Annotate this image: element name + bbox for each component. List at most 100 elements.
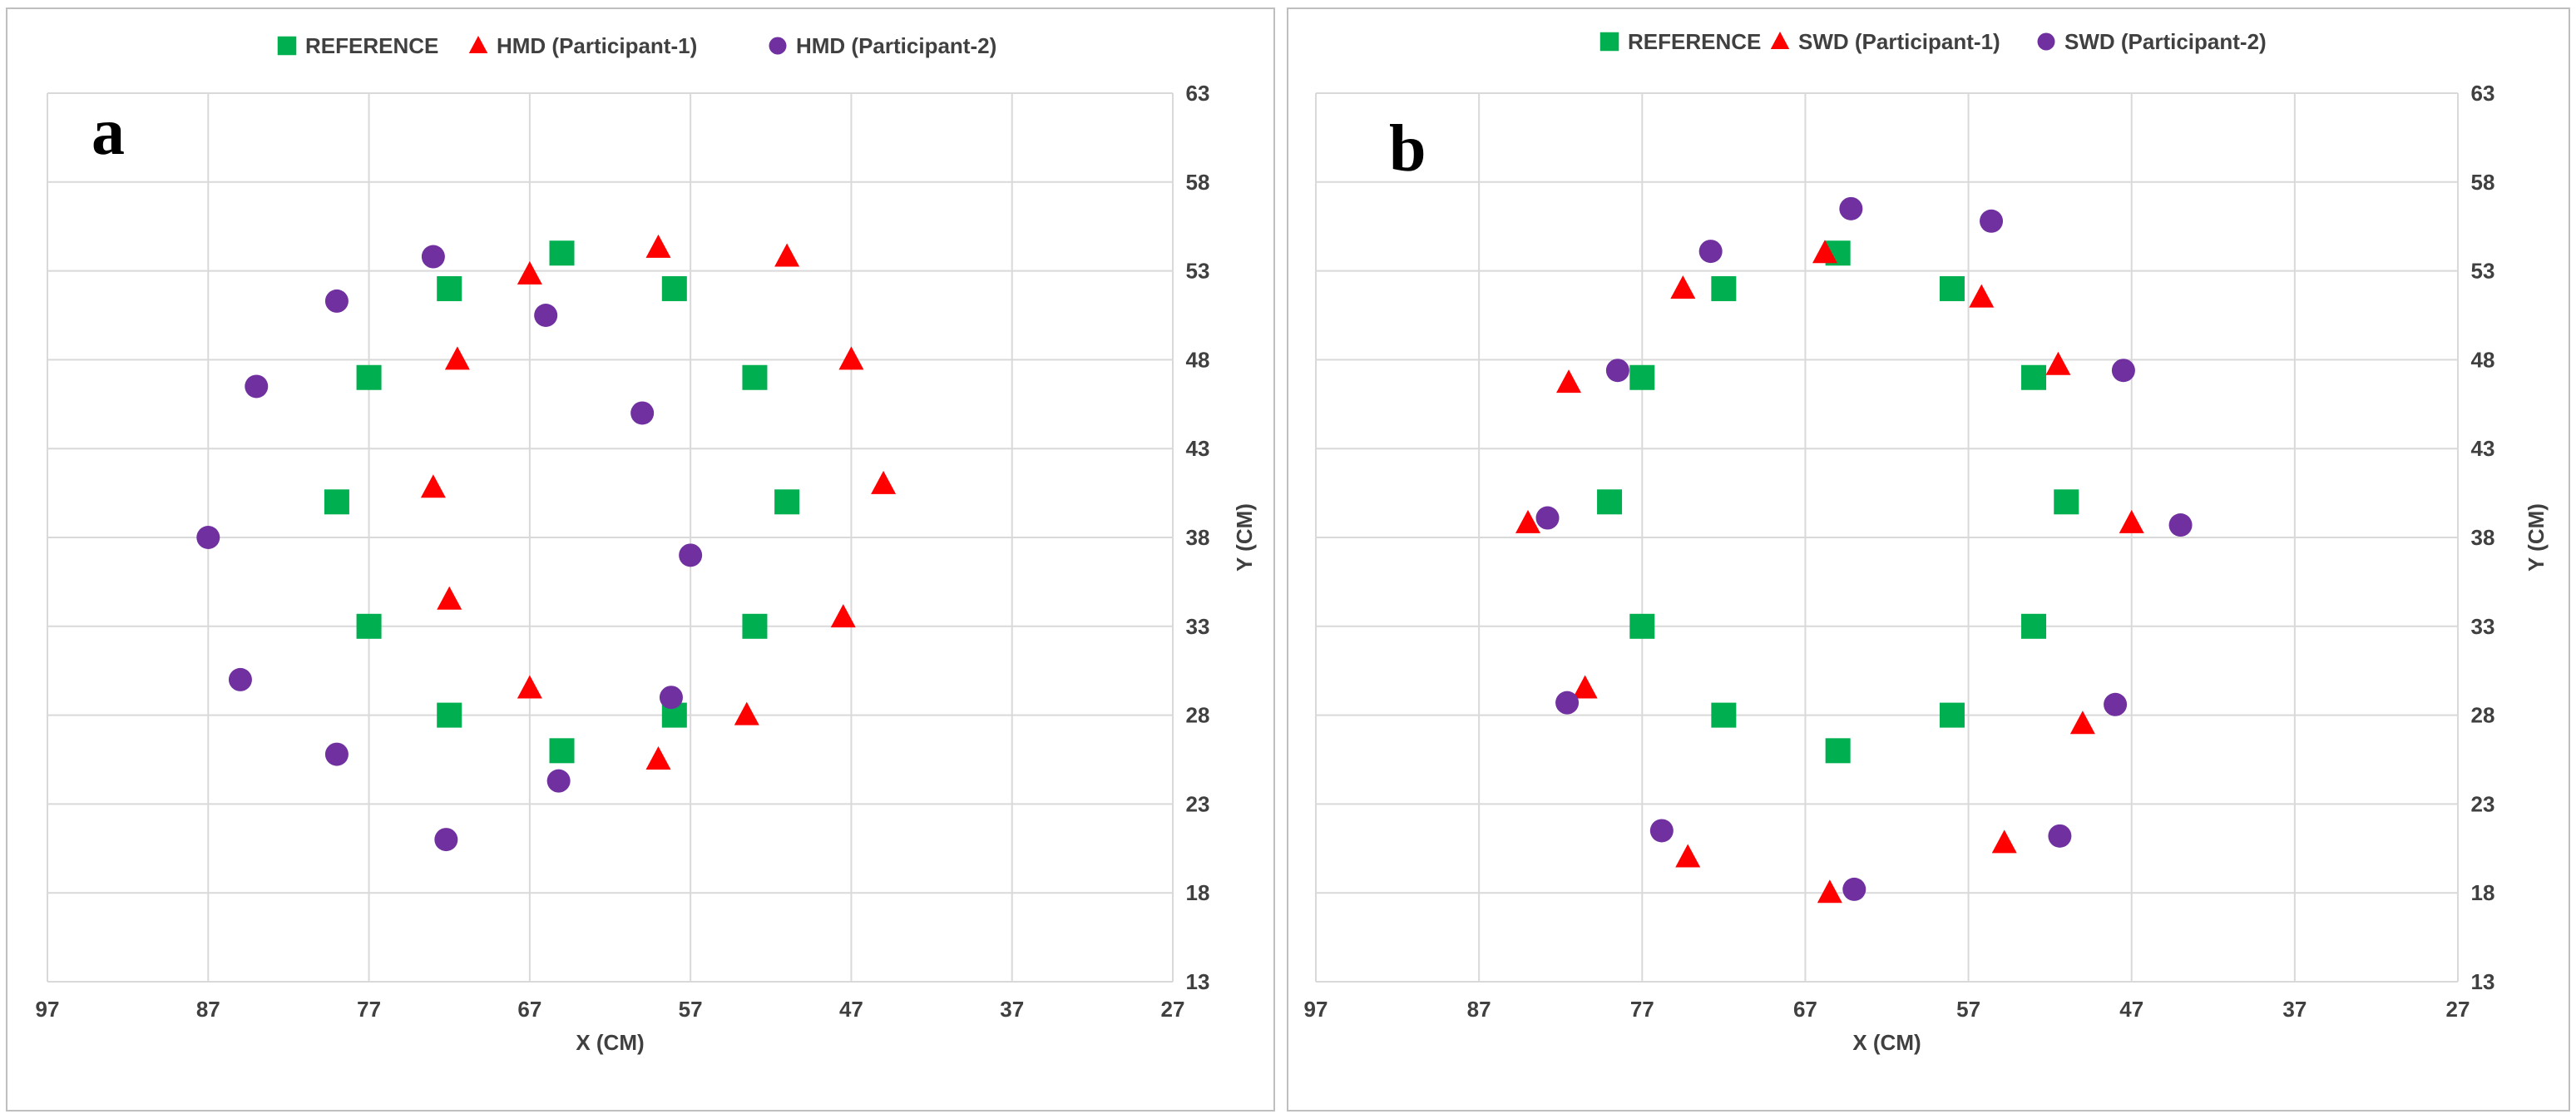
y-tick-label: 33 <box>1186 614 1210 639</box>
legend-label: HMD (Participant-1) <box>497 33 697 58</box>
data-point-square <box>356 364 382 390</box>
y-tick-label: 33 <box>2471 614 2495 639</box>
gridlines <box>47 92 1174 983</box>
x-tick-label: 87 <box>196 997 220 1022</box>
data-point-circle <box>1839 196 1863 220</box>
y-tick-label: 63 <box>1186 81 1210 106</box>
y-tick-label: 13 <box>1186 969 1210 994</box>
data-point-square <box>742 613 768 639</box>
data-point-triangle <box>1969 284 1995 308</box>
y-tick-label: 43 <box>2471 436 2495 461</box>
data-point-triangle <box>871 470 897 494</box>
x-tick-label: 27 <box>1161 997 1185 1022</box>
x-tick-label: 67 <box>1793 997 1817 1022</box>
series-circle <box>1535 196 2193 901</box>
data-point-circle <box>228 667 252 691</box>
data-point-square <box>1939 275 1965 301</box>
panel-label: b <box>1389 112 1426 186</box>
data-point-circle <box>1555 691 1580 715</box>
data-point-triangle <box>1675 844 1701 868</box>
data-point-square <box>2021 364 2047 390</box>
data-point-triangle <box>1817 879 1842 904</box>
data-point-square <box>661 275 687 301</box>
panel-label: a <box>91 96 125 169</box>
series-triangle <box>1515 240 2144 904</box>
y-tick-label: 53 <box>2471 259 2495 284</box>
data-point-square <box>1629 364 1655 390</box>
gridlines <box>1315 92 2459 983</box>
y-tick-label: 23 <box>1186 791 1210 816</box>
data-point-triangle <box>645 746 671 770</box>
y-tick-label: 48 <box>2471 347 2495 372</box>
x-tick-label: 97 <box>1304 997 1328 1022</box>
data-point-circle <box>2048 824 2072 848</box>
data-point-circle <box>630 401 655 425</box>
data-point-square <box>437 702 462 728</box>
x-tick-label: 77 <box>357 997 381 1022</box>
y-tick-label: 38 <box>2471 525 2495 550</box>
data-point-triangle <box>420 474 446 498</box>
data-point-triangle <box>437 586 462 610</box>
data-point-triangle <box>1556 369 1582 394</box>
data-point-circle <box>534 304 558 327</box>
legend-label: REFERENCE <box>305 33 438 58</box>
data-point-triangle <box>1991 829 2017 854</box>
legend-marker-square <box>1599 32 1619 52</box>
data-point-triangle <box>517 675 542 699</box>
x-tick-label: 67 <box>517 997 541 1022</box>
y-axis-title: Y (CM) <box>2524 503 2549 572</box>
x-axis-title: X (CM) <box>576 1030 644 1055</box>
data-point-triangle <box>2069 711 2095 735</box>
data-point-circle <box>659 686 683 710</box>
x-tick-label: 97 <box>36 997 60 1022</box>
legend-label: HMD (Participant-2) <box>796 33 996 58</box>
legend: REFERENCE SWD (Participant-1) SWD (Partici… <box>1599 29 2267 54</box>
x-tick-label: 77 <box>1630 997 1654 1022</box>
legend-marker-circle <box>769 37 787 55</box>
data-point-circle <box>1980 209 2004 233</box>
data-point-square <box>437 275 462 301</box>
legend-label: REFERENCE <box>1628 29 1761 54</box>
x-axis-title: X (CM) <box>1852 1030 1921 1055</box>
y-tick-label: 28 <box>1186 703 1210 728</box>
data-point-triangle <box>1670 275 1696 299</box>
data-point-triangle <box>838 346 864 370</box>
y-axis-title: Y (CM) <box>1232 503 1257 572</box>
legend-marker-circle <box>2037 32 2055 51</box>
data-point-circle <box>324 289 349 313</box>
data-point-circle <box>1649 819 1674 843</box>
legend-marker-square <box>277 36 297 56</box>
series-square <box>324 240 800 764</box>
y-tick-label: 38 <box>1186 525 1210 550</box>
data-point-triangle <box>645 234 671 258</box>
data-point-triangle <box>444 346 470 370</box>
data-point-square <box>2054 489 2079 515</box>
y-tick-label: 13 <box>2471 969 2495 994</box>
data-point-square <box>1597 489 1623 515</box>
y-tick-label: 43 <box>1186 436 1210 461</box>
y-tick-label: 18 <box>1186 880 1210 905</box>
data-point-triangle <box>774 243 800 267</box>
x-tick-label: 47 <box>2119 997 2143 1022</box>
x-tick-label: 27 <box>2446 997 2470 1022</box>
data-point-square <box>356 613 382 639</box>
y-tick-label: 18 <box>2471 880 2495 905</box>
data-point-triangle <box>734 701 759 725</box>
data-point-circle <box>324 742 349 766</box>
data-point-square <box>1939 702 1965 728</box>
series-circle <box>196 245 703 852</box>
data-point-circle <box>679 543 703 567</box>
data-point-circle <box>196 526 220 549</box>
data-point-triangle <box>830 604 856 628</box>
series-square <box>1597 240 2079 764</box>
data-point-square <box>1711 275 1737 301</box>
data-point-square <box>1825 738 1851 764</box>
y-tick-label: 23 <box>2471 791 2495 816</box>
y-tick-label: 63 <box>2471 81 2495 106</box>
x-tick-label: 57 <box>1956 997 1980 1022</box>
data-point-square <box>742 364 768 390</box>
data-point-triangle <box>2045 351 2071 375</box>
